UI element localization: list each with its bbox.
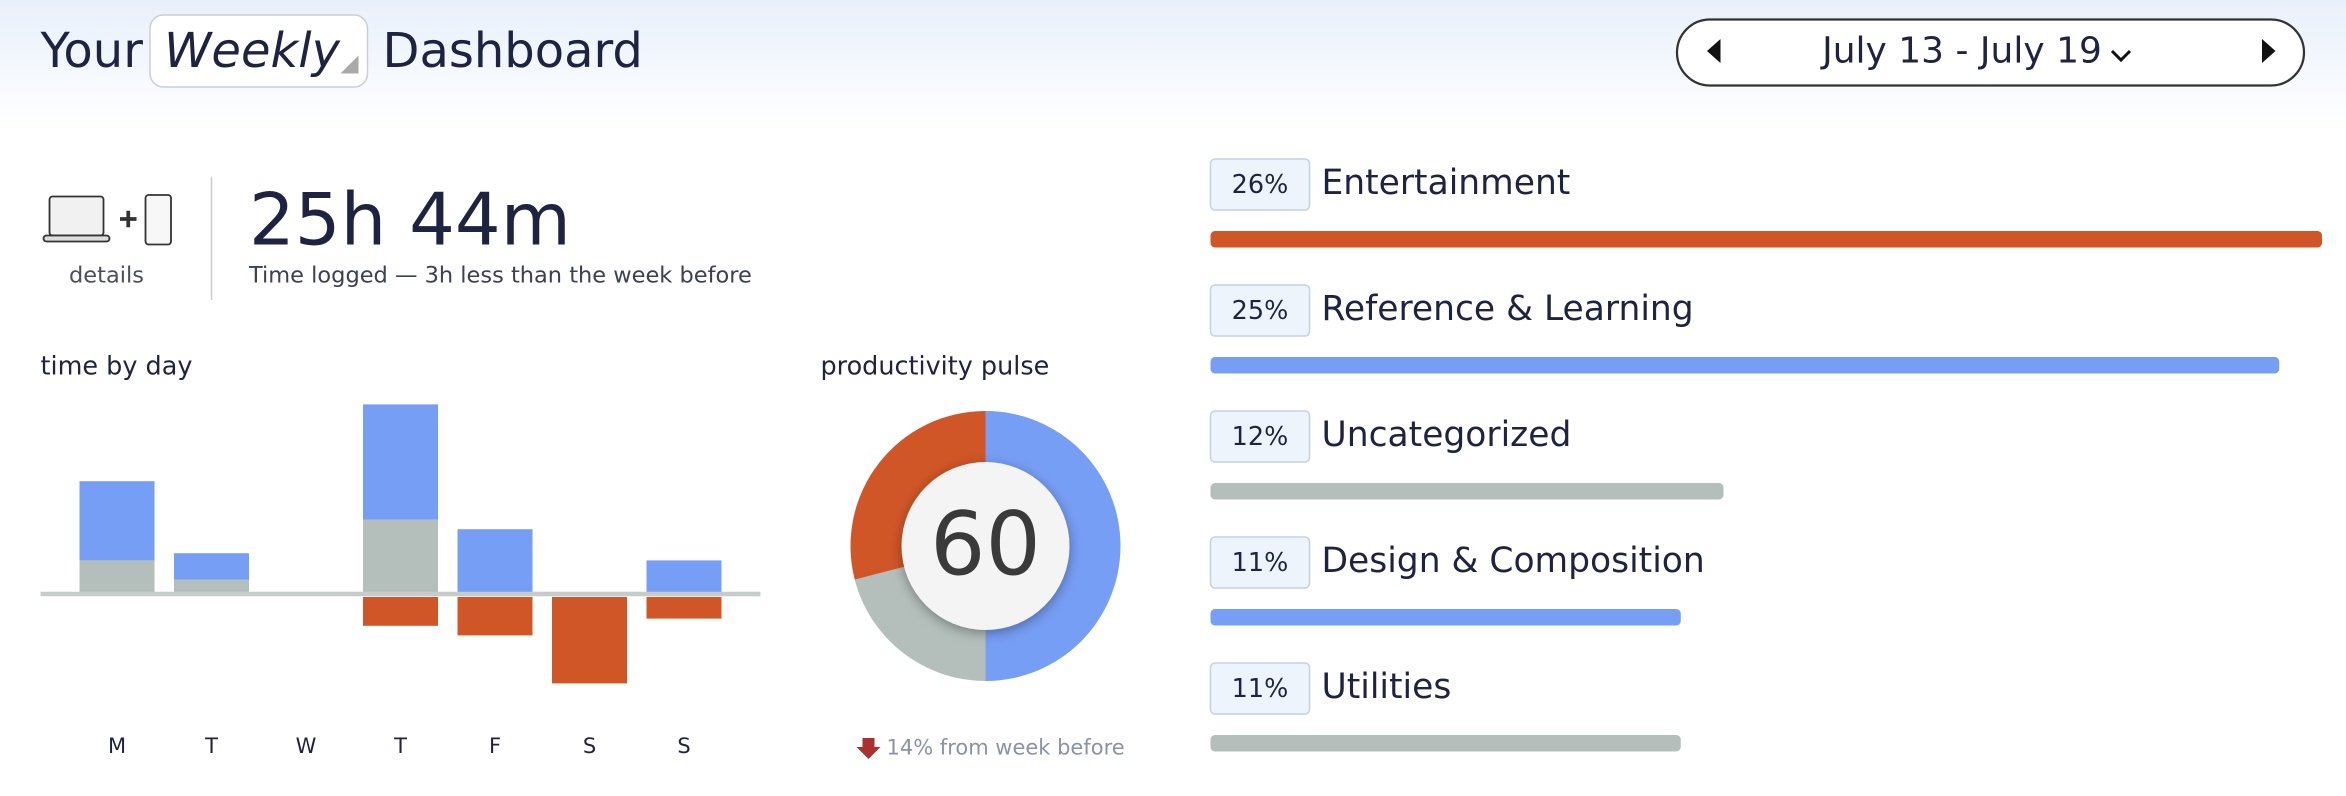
percent-box — [1209, 662, 1311, 715]
category-bar[interactable] — [1210, 608, 1681, 626]
percent-box — [1209, 284, 1311, 337]
category-bar[interactable] — [1210, 482, 1724, 500]
bar[interactable] — [363, 404, 439, 520]
percent-label: 25% — [1232, 296, 1289, 326]
category-name[interactable]: Uncategorized — [1321, 415, 1571, 455]
category-name[interactable]: Reference & Learning — [1321, 289, 1693, 329]
category-bar[interactable] — [1210, 356, 2280, 374]
bar[interactable] — [552, 596, 628, 684]
bar[interactable] — [646, 596, 722, 619]
x-tick-label: T — [204, 734, 218, 758]
percent-label: 11% — [1232, 548, 1289, 578]
category-name[interactable]: Utilities — [1321, 667, 1451, 707]
bar[interactable] — [174, 579, 250, 594]
period-select[interactable] — [149, 14, 369, 88]
bar[interactable] — [457, 596, 533, 636]
category-bar[interactable] — [1210, 230, 2322, 248]
prev-week[interactable] — [1706, 38, 1721, 63]
total-subtitle: Time logged — 3h less than the week befo… — [248, 262, 752, 288]
devices-icon[interactable] — [42, 194, 172, 246]
percent-label: 12% — [1232, 422, 1289, 452]
bar[interactable] — [363, 596, 439, 626]
x-tick-label: F — [489, 734, 501, 758]
percent-box — [1209, 158, 1311, 211]
date-chevron[interactable] — [2110, 49, 2132, 63]
date-range[interactable]: July 13 - July 19 — [1820, 30, 2102, 71]
category-bar[interactable] — [1210, 734, 1681, 752]
date-picker[interactable] — [1675, 18, 2306, 87]
bar[interactable] — [457, 529, 533, 594]
chart-title: time by day — [41, 351, 193, 381]
total-time: 25h 44m — [249, 178, 571, 262]
bar[interactable] — [79, 481, 155, 561]
bar[interactable] — [646, 560, 722, 594]
bar[interactable] — [79, 560, 155, 594]
down-arrow — [856, 737, 881, 759]
header-suffix: Dashboard — [383, 23, 643, 79]
bar[interactable] — [174, 553, 250, 580]
header-prefix: Your — [40, 23, 144, 79]
percent-box — [1209, 536, 1311, 589]
x-tick-label: M — [108, 734, 126, 758]
percent-label: 26% — [1232, 170, 1289, 200]
next-week[interactable] — [2261, 38, 2276, 63]
period-label[interactable]: Weekly — [164, 23, 341, 79]
category-name[interactable]: Entertainment — [1321, 163, 1570, 203]
percent-box — [1209, 410, 1311, 463]
bar[interactable] — [363, 519, 439, 594]
x-tick-label: S — [677, 734, 690, 758]
chart-title: productivity pulse — [821, 351, 1050, 381]
x-tick-label: T — [393, 734, 407, 758]
percent-label: 11% — [1232, 674, 1289, 704]
category-name[interactable]: Design & Composition — [1321, 541, 1704, 581]
devices-label[interactable]: details — [69, 262, 144, 288]
pulse-note: 14% from week before — [887, 735, 1125, 759]
pulse-center — [901, 461, 1070, 630]
x-tick-label: S — [583, 734, 596, 758]
pulse-score: 60 — [930, 493, 1041, 595]
x-tick-label: W — [296, 734, 317, 758]
